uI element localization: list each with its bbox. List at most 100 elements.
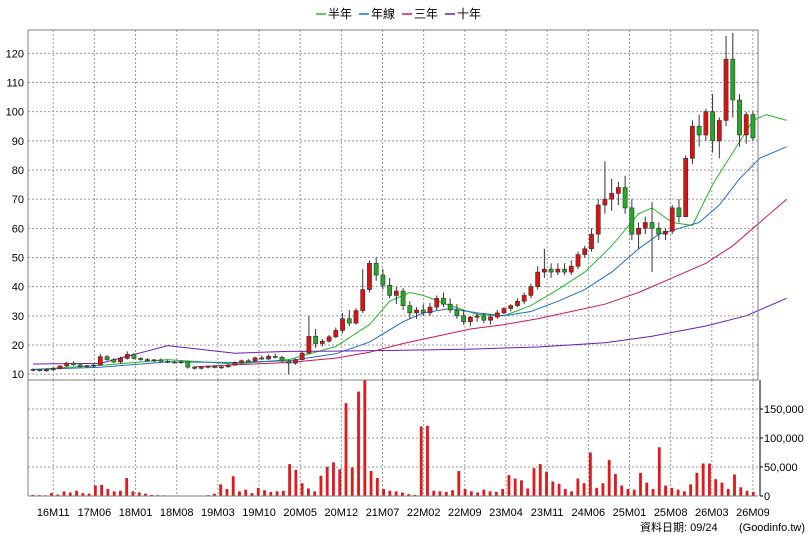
volume-bar-46 [319, 475, 323, 496]
volume-bar-107 [701, 463, 705, 496]
candle-body-60 [434, 298, 440, 308]
volume-bar-4 [56, 494, 60, 496]
ma-line-3 [32, 297, 787, 365]
candle-body-67 [481, 315, 487, 321]
volume-bar-106 [695, 472, 699, 496]
volume-bar-13 [112, 491, 116, 496]
price-tick-30: 30 [12, 311, 24, 323]
candle-body-42 [313, 335, 319, 344]
candle-body-89 [629, 207, 635, 235]
candle-body-10 [97, 356, 103, 366]
candle-body-23 [185, 361, 191, 368]
volume-bar-103 [676, 489, 680, 496]
candle-body-90 [636, 228, 641, 235]
candle-body-96 [676, 207, 682, 217]
volume-tick-3: 150,000 [764, 404, 804, 416]
volume-bar-29 [213, 493, 216, 496]
candle-body-44 [326, 336, 332, 342]
candle-body-26 [205, 365, 211, 368]
volume-bar-79 [526, 488, 530, 496]
volume-bar-49 [338, 469, 342, 496]
candle-body-47 [346, 318, 352, 324]
x-tick-18M01: 18M01 [119, 507, 153, 519]
candle-body-51 [373, 263, 379, 276]
candle-body-57 [414, 309, 419, 314]
volume-bar-74 [494, 491, 498, 496]
volume-bar-18 [144, 493, 147, 496]
volume-bar-50 [344, 403, 348, 496]
volume-bar-105 [689, 484, 693, 496]
candle-body-92 [649, 222, 655, 229]
candle-body-7 [77, 364, 83, 367]
volume-bar-78 [520, 480, 523, 496]
x-tick-16M11: 16M11 [37, 507, 70, 519]
candle-body-71 [508, 305, 514, 309]
candle-body-85 [602, 198, 608, 206]
price-tick-10: 10 [12, 369, 24, 381]
ma-line-1 [32, 146, 787, 370]
volume-bar-58 [394, 491, 398, 496]
volume-grid [28, 380, 758, 497]
candle-body-4 [57, 365, 63, 369]
volume-bar-38 [269, 491, 273, 496]
volume-bar-36 [256, 487, 260, 496]
price-tick-40: 40 [12, 282, 24, 294]
volume-bar-76 [507, 475, 511, 496]
candle-body-86 [609, 193, 615, 200]
candle-body-0 [30, 369, 36, 371]
candle-body-33 [252, 357, 258, 362]
volume-bar-9 [87, 493, 91, 496]
volume-bar-64 [432, 490, 436, 496]
volume-bar-94 [620, 485, 624, 496]
candle-body-24 [192, 366, 197, 369]
volume-bar-90 [595, 487, 599, 496]
candle-body-102 [716, 120, 722, 142]
candle-body-66 [474, 315, 480, 318]
moving-average-lines [32, 114, 787, 370]
volume-bar-67 [451, 490, 454, 496]
price-tick-90: 90 [12, 136, 24, 148]
candle-body-64 [461, 315, 467, 322]
volume-bar-43 [300, 483, 304, 496]
volume-bar-92 [607, 460, 611, 496]
x-tick-20M12: 20M12 [325, 507, 359, 519]
candle-body-52 [380, 274, 386, 286]
candle-body-77 [548, 268, 554, 273]
volume-bar-75 [501, 489, 505, 496]
volume-bar-81 [538, 464, 542, 496]
candle-body-99 [696, 125, 702, 136]
candle-body-1 [37, 369, 43, 371]
candle-body-62 [447, 303, 453, 311]
volume-bar-61 [413, 494, 417, 496]
candle-body-6 [71, 362, 76, 366]
legend-label-2: 三年 [414, 7, 438, 21]
candle-body-87 [616, 187, 621, 194]
volume-bar-100 [657, 447, 661, 496]
candle-body-88 [622, 187, 628, 209]
legend-label-3: 十年 [457, 7, 481, 21]
x-tick-21M07: 21M07 [366, 507, 400, 519]
volume-bar-35 [250, 493, 254, 496]
candle-body-72 [515, 300, 520, 306]
candle-body-56 [407, 305, 413, 314]
candle-body-36 [272, 356, 278, 358]
volume-bar-71 [476, 492, 480, 496]
volume-bar-110 [720, 482, 724, 496]
candle-body-93 [656, 228, 662, 235]
candle-body-15 [131, 354, 137, 359]
volume-bar-86 [570, 491, 573, 496]
volume-bar-30 [219, 484, 223, 496]
candle-body-35 [266, 356, 271, 360]
volume-tick-2: 100,000 [764, 433, 804, 445]
volume-bar-55 [375, 478, 379, 496]
volume-bar-48 [332, 462, 335, 496]
volume-bar-56 [382, 489, 386, 496]
candle-body-9 [91, 364, 96, 367]
volume-bar-65 [438, 491, 442, 496]
price-tick-120: 120 [6, 48, 24, 60]
price-y-axis: 10 20 30 40 50 60 70 80 90 100 110 120 [6, 48, 24, 381]
candle-body-8 [84, 365, 90, 368]
volume-bar-8 [81, 493, 85, 496]
volume-bar-17 [137, 492, 141, 496]
volume-bar-77 [513, 478, 517, 496]
